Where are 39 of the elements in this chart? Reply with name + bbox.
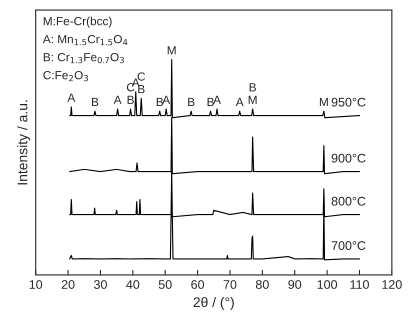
x-tick-label: 40 [126,280,140,289]
x-axis-title: 2θ / (°) [194,296,234,310]
annotation: M [248,96,257,104]
x-tick-label: 90 [288,280,302,289]
series-label: 800°C [332,196,366,206]
text: A: Mn$_{1.5}$Cr$_{1.5}$O$_{4}$ [42,34,128,46]
annotation: B [188,98,194,106]
x-tick-label: 10 [30,280,42,289]
annotation: C [138,72,146,81]
annotation: M [168,46,176,54]
x-tick-label: 30 [94,280,107,289]
annotation: B [250,83,256,92]
text: M:Fe-Cr(bcc) [44,16,112,28]
x-tick-label: 100 [318,280,338,289]
annotation: M [320,98,328,106]
annotation: B [138,84,145,94]
annotation: B: Cr$_{1.3}$Fe$_{0.7}$O$_{3}$ [44,52,124,64]
annotation: A [236,98,244,106]
y-axis-title: Intensity / a.u. [17,100,30,184]
series-label: 700°C [332,241,366,250]
x-tick-label: 20 [62,280,75,289]
x-tick-label: 120 [382,280,402,289]
annotation: A [67,94,76,102]
annotation: A [213,96,221,104]
annotation: B [156,98,164,106]
annotation: C [126,83,134,92]
annotation: A [114,96,122,104]
annotation: A [162,96,170,104]
series-label: 900°C [332,154,366,163]
x-tick-label: 60 [191,280,204,289]
x-tick-label: 80 [256,280,269,289]
annotation: B [92,98,98,106]
annotation: B [208,98,214,106]
annotation: B [128,96,134,104]
x-tick-label: 110 [350,280,369,289]
x-tick-label: 70 [224,280,236,289]
annotation: C:Fe$_{2}$O$_{3}$ [43,70,88,82]
x-tick-label: 50 [158,280,172,289]
series-label: 950°C [332,98,366,107]
